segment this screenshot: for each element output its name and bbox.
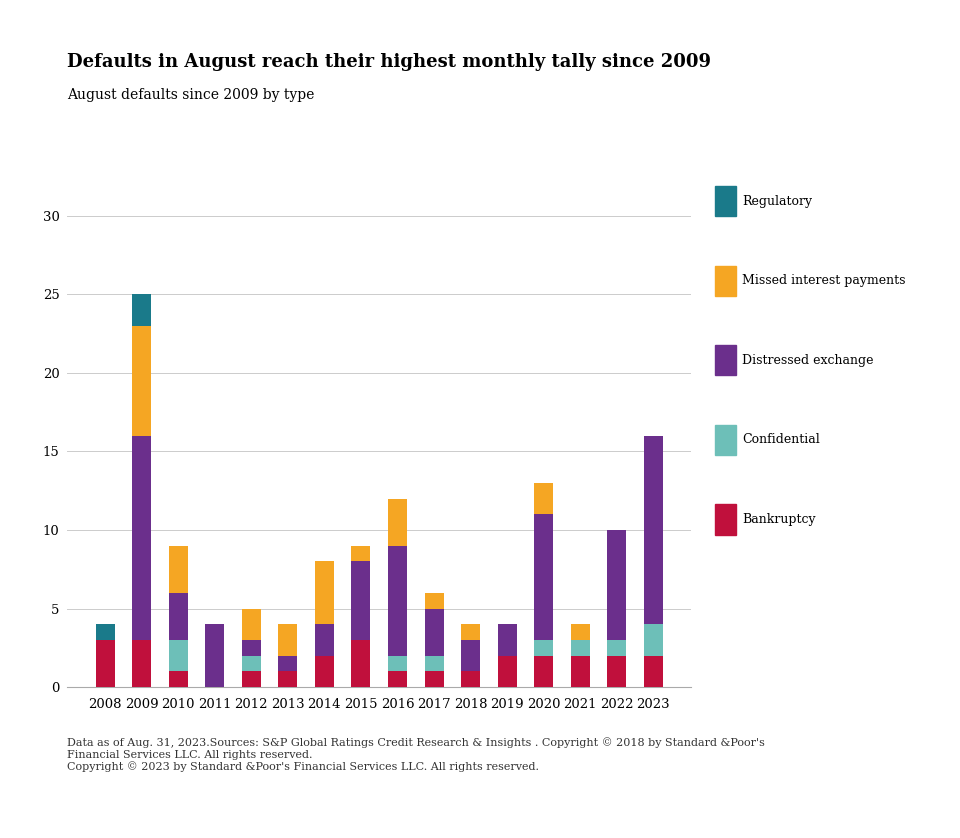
Bar xyxy=(315,561,334,624)
Bar xyxy=(132,326,151,436)
Bar xyxy=(461,671,480,687)
Bar xyxy=(424,593,444,608)
Bar xyxy=(497,655,516,687)
Bar xyxy=(571,640,589,655)
Bar xyxy=(205,624,225,687)
Bar xyxy=(96,624,114,640)
Text: Confidential: Confidential xyxy=(742,433,820,447)
Bar xyxy=(388,499,407,546)
Bar xyxy=(242,608,261,640)
Bar xyxy=(351,561,371,640)
Bar xyxy=(424,671,444,687)
Bar xyxy=(351,640,371,687)
Bar xyxy=(424,655,444,671)
Bar xyxy=(571,655,589,687)
Bar xyxy=(242,655,261,671)
Bar xyxy=(132,640,151,687)
Text: Defaults in August reach their highest monthly tally since 2009: Defaults in August reach their highest m… xyxy=(67,54,711,71)
Bar xyxy=(388,546,407,655)
Bar xyxy=(315,655,334,687)
Bar xyxy=(242,640,261,655)
Bar xyxy=(644,436,662,624)
Text: Bankruptcy: Bankruptcy xyxy=(742,513,816,526)
Bar xyxy=(132,294,151,326)
Bar xyxy=(534,640,553,655)
Text: Missed interest payments: Missed interest payments xyxy=(742,274,905,287)
Bar xyxy=(169,671,187,687)
Text: Distressed exchange: Distressed exchange xyxy=(742,354,874,367)
Bar xyxy=(644,655,662,687)
Bar xyxy=(96,640,114,687)
Bar xyxy=(461,624,480,640)
Bar xyxy=(242,671,261,687)
Bar xyxy=(169,593,187,640)
Bar xyxy=(644,624,662,655)
Text: Data as of Aug. 31, 2023.Sources: S&P Global Ratings Credit Research & Insights : Data as of Aug. 31, 2023.Sources: S&P Gl… xyxy=(67,737,765,773)
Bar xyxy=(169,640,187,671)
Bar xyxy=(278,671,298,687)
Bar xyxy=(608,655,626,687)
Bar xyxy=(424,608,444,655)
Bar xyxy=(388,671,407,687)
Bar xyxy=(608,640,626,655)
Bar xyxy=(534,655,553,687)
Bar xyxy=(461,640,480,671)
Bar xyxy=(571,624,589,640)
Text: August defaults since 2009 by type: August defaults since 2009 by type xyxy=(67,88,315,102)
Bar xyxy=(315,624,334,655)
Bar xyxy=(534,483,553,515)
Bar xyxy=(351,546,371,561)
Bar xyxy=(608,530,626,640)
Bar xyxy=(278,624,298,655)
Bar xyxy=(132,436,151,640)
Bar xyxy=(534,515,553,640)
Text: Regulatory: Regulatory xyxy=(742,194,812,208)
Bar xyxy=(278,655,298,671)
Bar xyxy=(388,655,407,671)
Bar xyxy=(169,546,187,593)
Bar xyxy=(497,624,516,655)
